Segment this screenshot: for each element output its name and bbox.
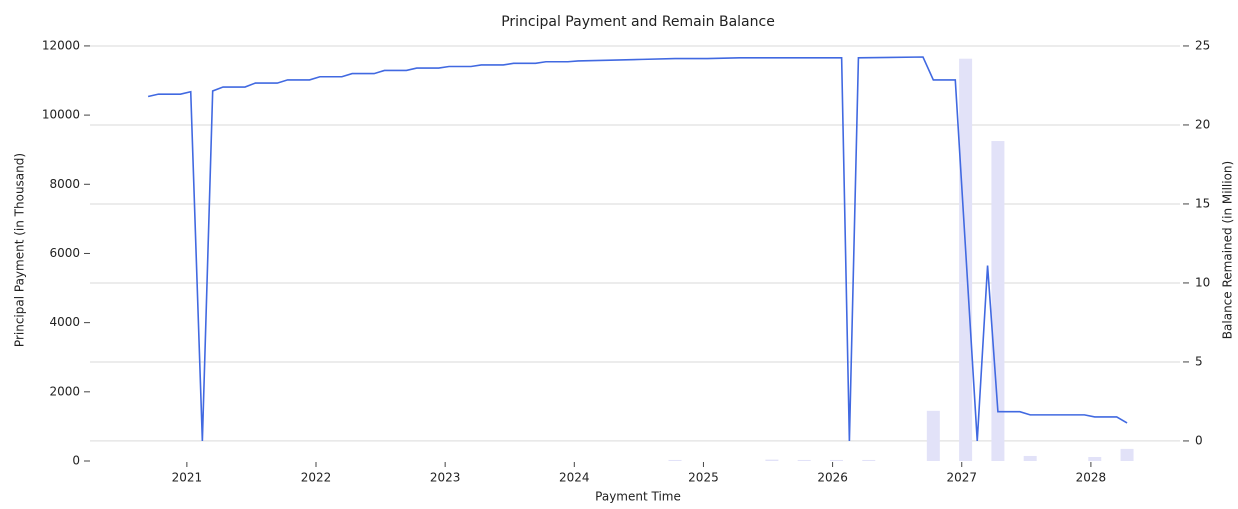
y-tick-label: 2000 — [49, 384, 80, 398]
x-tick-label: 2024 — [559, 471, 590, 485]
x-tick-label: 2022 — [301, 471, 332, 485]
x-tick-label: 2028 — [1076, 471, 1107, 485]
y-tick-label: 0 — [72, 454, 80, 468]
x-tick-label: 2021 — [172, 471, 203, 485]
y2-tick-label: 25 — [1195, 38, 1210, 52]
bar — [926, 410, 940, 461]
y-tick-label: 6000 — [49, 246, 80, 260]
line — [147, 56, 1128, 441]
y2-tick-label: 10 — [1195, 275, 1210, 289]
y2-tick-label: 15 — [1195, 196, 1210, 210]
y-tick-label: 4000 — [49, 315, 80, 329]
y2-axis-label: Balance Remained (in Million) — [1221, 161, 1235, 339]
y-tick-label: 10000 — [42, 108, 80, 122]
bar — [765, 459, 779, 461]
x-tick-label: 2025 — [688, 471, 719, 485]
bar — [797, 459, 811, 461]
y2-tick-label: 5 — [1195, 354, 1203, 368]
bar — [862, 459, 876, 461]
y-tick-label: 12000 — [42, 38, 80, 52]
bar — [1023, 455, 1037, 461]
bar — [829, 459, 843, 461]
y-axis-label: Principal Payment (in Thousand) — [13, 153, 27, 347]
bar — [668, 459, 682, 461]
bar — [1088, 457, 1102, 461]
x-tick-label: 2023 — [430, 471, 461, 485]
y2-tick-label: 20 — [1195, 117, 1210, 131]
bar — [991, 141, 1005, 461]
x-tick-label: 2026 — [817, 471, 848, 485]
y-tick-label: 8000 — [49, 177, 80, 191]
bar — [1120, 448, 1134, 461]
chart-title: Principal Payment and Remain Balance — [501, 14, 775, 30]
x-tick-label: 2027 — [946, 471, 977, 485]
x-axis-label: Payment Time — [595, 490, 681, 504]
y2-tick-label: 0 — [1195, 433, 1203, 447]
